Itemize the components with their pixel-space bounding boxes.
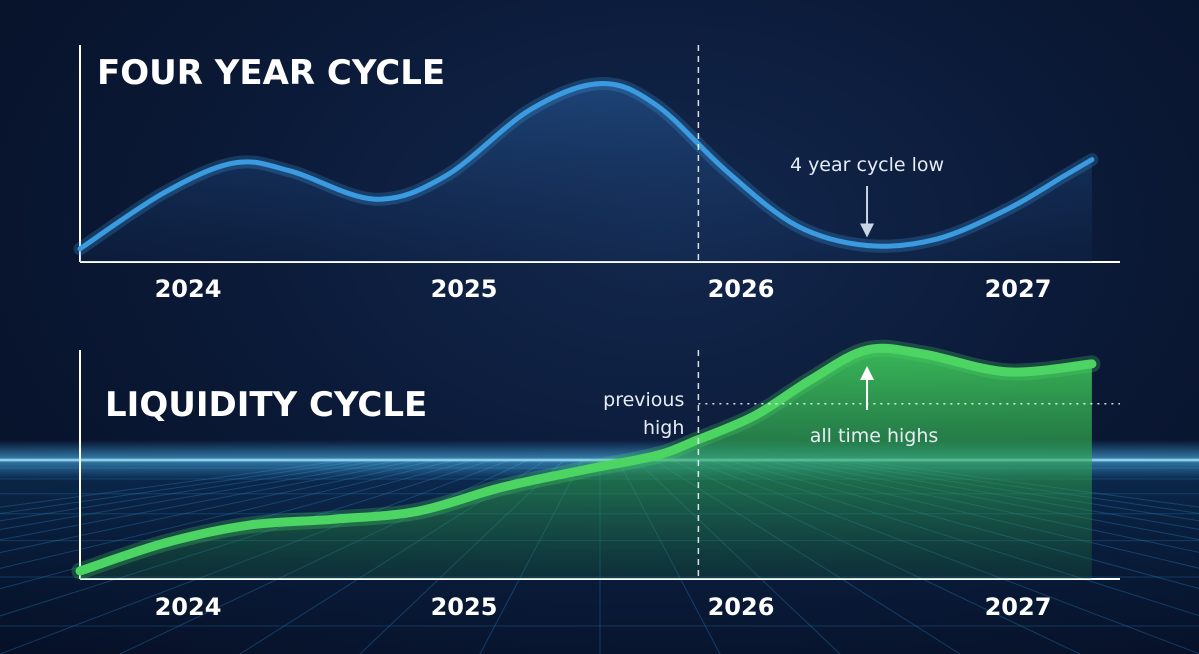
x-tick-label: 2027	[985, 275, 1052, 303]
x-tick-label: 2025	[431, 593, 498, 621]
x-tick-label: 2027	[985, 593, 1052, 621]
x-tick-label: 2024	[155, 275, 222, 303]
x-tick-label: 2026	[708, 275, 775, 303]
series-line	[75, 343, 1097, 576]
previous-high-label: high	[643, 417, 684, 439]
previous-high-label: previous	[603, 389, 684, 411]
chart-title: LIQUIDITY CYCLE	[105, 385, 427, 425]
annotation-label: 4 year cycle low	[790, 154, 944, 176]
x-tick-label: 2025	[431, 275, 498, 303]
annotation-arrow-head	[860, 223, 875, 238]
series-line	[77, 81, 1095, 252]
annotation-label: all time highs	[810, 425, 939, 447]
x-tick-label: 2026	[708, 593, 775, 621]
chart-title: FOUR YEAR CYCLE	[97, 53, 445, 93]
liquidity-cycle-chart: LIQUIDITY CYCLE 2024 2025 2026 2027 previous h…	[71, 339, 1120, 621]
x-tick-label: 2024	[155, 593, 222, 621]
four-year-cycle-chart: FOUR YEAR CYCLE 2024 2025 2026 2027 4 year cy…	[73, 45, 1120, 303]
annotation-arrow-head	[860, 365, 875, 380]
series-area-fill	[80, 83, 1092, 262]
